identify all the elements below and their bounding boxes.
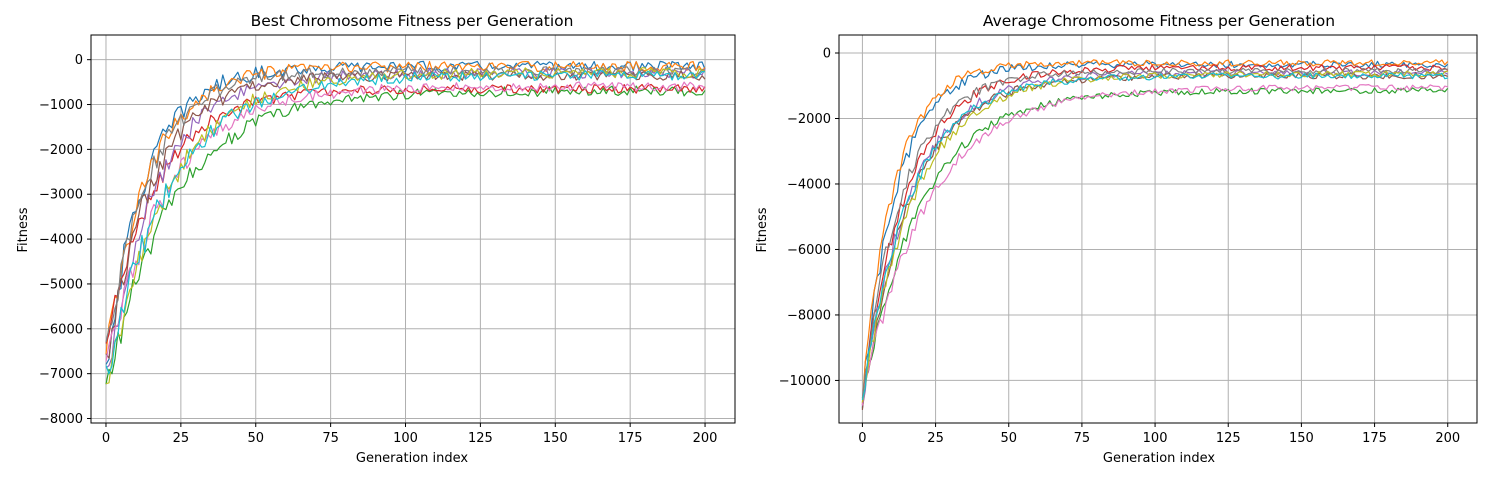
best-fitness-chart: Best Chromosome Fitness per Generation G… xyxy=(16,12,736,466)
y-tick-label: −5000 xyxy=(39,277,83,292)
series-line xyxy=(105,60,706,355)
x-tick-label: 25 xyxy=(173,431,190,446)
x-tick-label: 100 xyxy=(393,431,418,446)
series-line xyxy=(105,67,706,385)
x-tick-label: 200 xyxy=(1435,431,1460,446)
x-tick-label: 50 xyxy=(247,431,264,446)
y-tick-label: −10000 xyxy=(779,374,831,389)
x-tick-label: 175 xyxy=(618,431,643,446)
y-tick-label: 0 xyxy=(823,47,831,62)
series-line xyxy=(861,64,1449,406)
x-tick-label: 25 xyxy=(927,431,944,446)
series-line xyxy=(861,60,1449,408)
y-tick-label: −6000 xyxy=(787,243,831,258)
plot-frame xyxy=(838,34,1478,424)
y-tick-label: −4000 xyxy=(39,233,83,248)
x-tick-label: 150 xyxy=(543,431,568,446)
x-axis-label: Generation index xyxy=(356,451,469,466)
series-line xyxy=(105,83,706,344)
y-tick-label: −6000 xyxy=(39,322,83,337)
x-tick-label: 100 xyxy=(1143,431,1168,446)
y-tick-label: −1000 xyxy=(39,98,83,113)
chart-title: Best Chromosome Fitness per Generation xyxy=(251,12,574,30)
x-tick-label: 0 xyxy=(102,431,110,446)
series-group xyxy=(861,59,1449,410)
series-line xyxy=(861,70,1448,403)
x-tick-label: 125 xyxy=(468,431,493,446)
series-line xyxy=(861,67,1448,399)
plot-frame xyxy=(90,34,736,424)
y-axis-label: Fitness xyxy=(755,207,770,252)
x-tick-label: 150 xyxy=(1289,431,1314,446)
y-tick-label: −2000 xyxy=(787,112,831,127)
y-tick-label: −4000 xyxy=(787,177,831,192)
series-line xyxy=(105,85,706,385)
y-tick-label: 0 xyxy=(75,53,83,68)
y-axis-label: Fitness xyxy=(16,207,31,252)
average-fitness-chart: Average Chromosome Fitness per Generatio… xyxy=(755,12,1478,466)
x-tick-label: 75 xyxy=(322,431,339,446)
series-line xyxy=(861,59,1449,404)
y-tick-label: −8000 xyxy=(39,412,83,427)
y-tick-label: −2000 xyxy=(39,143,83,158)
x-tick-label: 50 xyxy=(1000,431,1017,446)
y-tick-label: −8000 xyxy=(787,308,831,323)
x-tick-label: 0 xyxy=(858,431,866,446)
x-tick-label: 125 xyxy=(1216,431,1241,446)
series-line xyxy=(105,69,706,375)
series-group xyxy=(105,60,706,385)
x-tick-label: 175 xyxy=(1362,431,1387,446)
y-tick-label: −7000 xyxy=(39,367,83,382)
series-line xyxy=(105,65,706,343)
x-tick-label: 75 xyxy=(1074,431,1091,446)
x-axis-label: Generation index xyxy=(1103,451,1216,466)
series-line xyxy=(861,72,1448,401)
x-tick-label: 200 xyxy=(693,431,718,446)
y-tick-label: −3000 xyxy=(39,188,83,203)
series-line xyxy=(861,83,1448,406)
chart-title: Average Chromosome Fitness per Generatio… xyxy=(983,12,1335,30)
